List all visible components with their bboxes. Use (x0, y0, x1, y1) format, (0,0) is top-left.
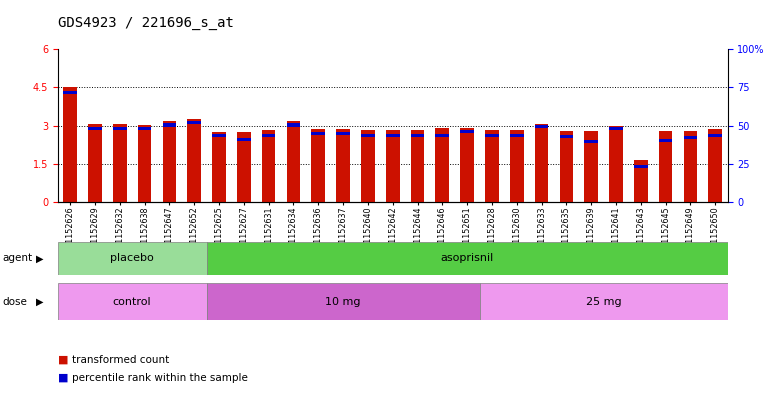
Text: 25 mg: 25 mg (586, 297, 621, 307)
Text: placebo: placebo (110, 253, 154, 263)
Bar (485, 134, 499, 137)
Bar (609, 126, 623, 202)
Text: ■: ■ (58, 373, 69, 383)
Bar (162, 123, 176, 127)
Bar (634, 165, 648, 168)
Bar (684, 136, 698, 139)
Bar (88, 125, 102, 202)
Bar (584, 140, 598, 143)
Bar (534, 124, 548, 202)
Bar (534, 125, 548, 128)
Text: 10 mg: 10 mg (326, 297, 361, 307)
Text: ▶: ▶ (36, 253, 44, 263)
Bar (386, 130, 400, 202)
Bar (213, 134, 226, 137)
Bar (63, 91, 77, 94)
Text: dose: dose (2, 297, 27, 307)
Bar (708, 129, 722, 202)
Text: ▶: ▶ (36, 297, 44, 307)
Bar (584, 131, 598, 202)
Bar (187, 121, 201, 124)
Bar (162, 121, 176, 202)
Bar (460, 128, 474, 202)
Bar (361, 130, 375, 202)
Text: percentile rank within the sample: percentile rank within the sample (72, 373, 247, 383)
Bar (237, 138, 251, 141)
Text: transformed count: transformed count (72, 354, 169, 365)
Text: asoprisnil: asoprisnil (440, 253, 494, 263)
Bar (237, 132, 251, 202)
Bar (480, 283, 728, 320)
Bar (460, 130, 474, 133)
Bar (410, 134, 424, 137)
Bar (286, 123, 300, 127)
Bar (58, 283, 206, 320)
Bar (560, 135, 573, 138)
Text: control: control (113, 297, 152, 307)
Bar (187, 119, 201, 202)
Bar (113, 127, 126, 130)
Bar (510, 134, 524, 137)
Bar (262, 130, 276, 202)
Bar (634, 160, 648, 202)
Bar (286, 121, 300, 202)
Text: ■: ■ (58, 354, 69, 365)
Bar (336, 132, 350, 136)
Bar (138, 127, 152, 130)
Bar (113, 125, 126, 202)
Bar (311, 132, 325, 136)
Bar (311, 129, 325, 202)
Bar (63, 87, 77, 202)
Text: GDS4923 / 221696_s_at: GDS4923 / 221696_s_at (58, 16, 233, 30)
Bar (609, 127, 623, 130)
Bar (213, 132, 226, 202)
Bar (684, 131, 698, 202)
Bar (436, 134, 449, 137)
Bar (262, 134, 276, 137)
Bar (206, 242, 728, 275)
Bar (659, 138, 672, 141)
Bar (138, 125, 152, 202)
Bar (510, 130, 524, 202)
Bar (88, 127, 102, 130)
Bar (659, 131, 672, 202)
Bar (361, 134, 375, 137)
Bar (386, 134, 400, 137)
Text: agent: agent (2, 253, 32, 263)
Bar (708, 134, 722, 137)
Bar (560, 131, 573, 202)
Bar (410, 130, 424, 202)
Bar (58, 242, 206, 275)
Bar (436, 128, 449, 202)
Bar (336, 129, 350, 202)
Bar (485, 130, 499, 202)
Bar (206, 283, 480, 320)
